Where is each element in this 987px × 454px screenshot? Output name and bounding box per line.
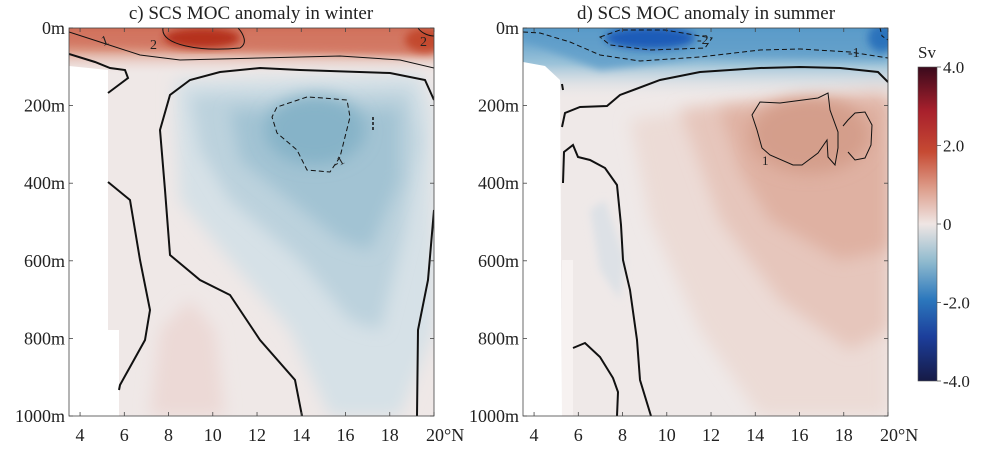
colorbar-tick-label: 0: [943, 215, 952, 234]
contour-label: -2: [697, 33, 709, 48]
x-tick-label: 6: [574, 425, 583, 445]
panel-summer: d) SCS MOC anomaly in summer: [469, 3, 918, 445]
contour-label: 2: [150, 38, 157, 53]
y-tick-label: 600m: [24, 251, 65, 271]
contour-lines-summer: [523, 28, 888, 416]
x-tick-label: 4: [530, 425, 539, 445]
x-tick-label: 14: [292, 425, 310, 445]
x-tick-label: 20°N: [426, 425, 464, 445]
panel-title-summer: d) SCS MOC anomaly in summer: [577, 3, 836, 24]
axes-frame-winter: [68, 27, 435, 417]
y-tick-label: 800m: [478, 328, 519, 348]
colorbar-unit: Sv: [918, 43, 936, 62]
y-tick-label: 600m: [478, 251, 519, 271]
y-tick-label: 400m: [478, 173, 519, 193]
y-tick-label: 200m: [478, 96, 519, 116]
colorbar-tick-label: -4.0: [943, 372, 970, 391]
colorbar-tick-label: -2.0: [943, 294, 970, 313]
y-tick-label: 0m: [496, 18, 519, 38]
contour-label: -1: [848, 46, 860, 61]
colorbar-gradient: [917, 66, 938, 382]
axes-summer: 4 6 8 10 12 14 16 18 20°N 0m 200m 400m 600m 800m 1000m: [469, 18, 918, 445]
contour-fill-winter: [69, 28, 434, 416]
contour-fill-summer: [523, 28, 888, 416]
colorbar: Sv 4.0 2.0 0 -2.0 -4.0: [917, 43, 970, 391]
x-tick-label: 10: [658, 425, 676, 445]
y-tick-label: 200m: [24, 96, 65, 116]
x-tick-label: 14: [746, 425, 764, 445]
x-tick-label: 18: [381, 425, 399, 445]
x-tick-label: 4: [76, 425, 85, 445]
x-tick-label: 18: [835, 425, 853, 445]
contour-label: 1: [762, 153, 769, 168]
contour-label: 2: [420, 35, 427, 50]
x-tick-label: 6: [120, 425, 129, 445]
y-tick-label: 800m: [24, 328, 65, 348]
x-tick-label: 20°N: [880, 425, 918, 445]
x-tick-label: 12: [248, 425, 266, 445]
colorbar-tick-label: 2.0: [943, 137, 964, 156]
panel-title-winter: c) SCS MOC anomaly in winter: [129, 3, 374, 24]
contour-lines-winter: [69, 28, 434, 416]
axes-frame-summer: [522, 27, 889, 417]
panel-winter: c) SCS MOC anomaly in winter 1 2: [15, 3, 464, 445]
y-tick-label: 1000m: [469, 406, 519, 426]
colorbar-tick-label: 4.0: [943, 58, 964, 77]
x-tick-label: 8: [618, 425, 627, 445]
x-tick-label: 16: [791, 425, 809, 445]
y-tick-label: 0m: [42, 18, 65, 38]
x-tick-label: 16: [337, 425, 355, 445]
x-tick-label: 8: [164, 425, 173, 445]
contour-label: 1: [99, 33, 111, 49]
x-tick-label: 12: [702, 425, 720, 445]
x-tick-label: 10: [204, 425, 222, 445]
y-tick-label: 1000m: [15, 406, 65, 426]
y-tick-label: 400m: [24, 173, 65, 193]
